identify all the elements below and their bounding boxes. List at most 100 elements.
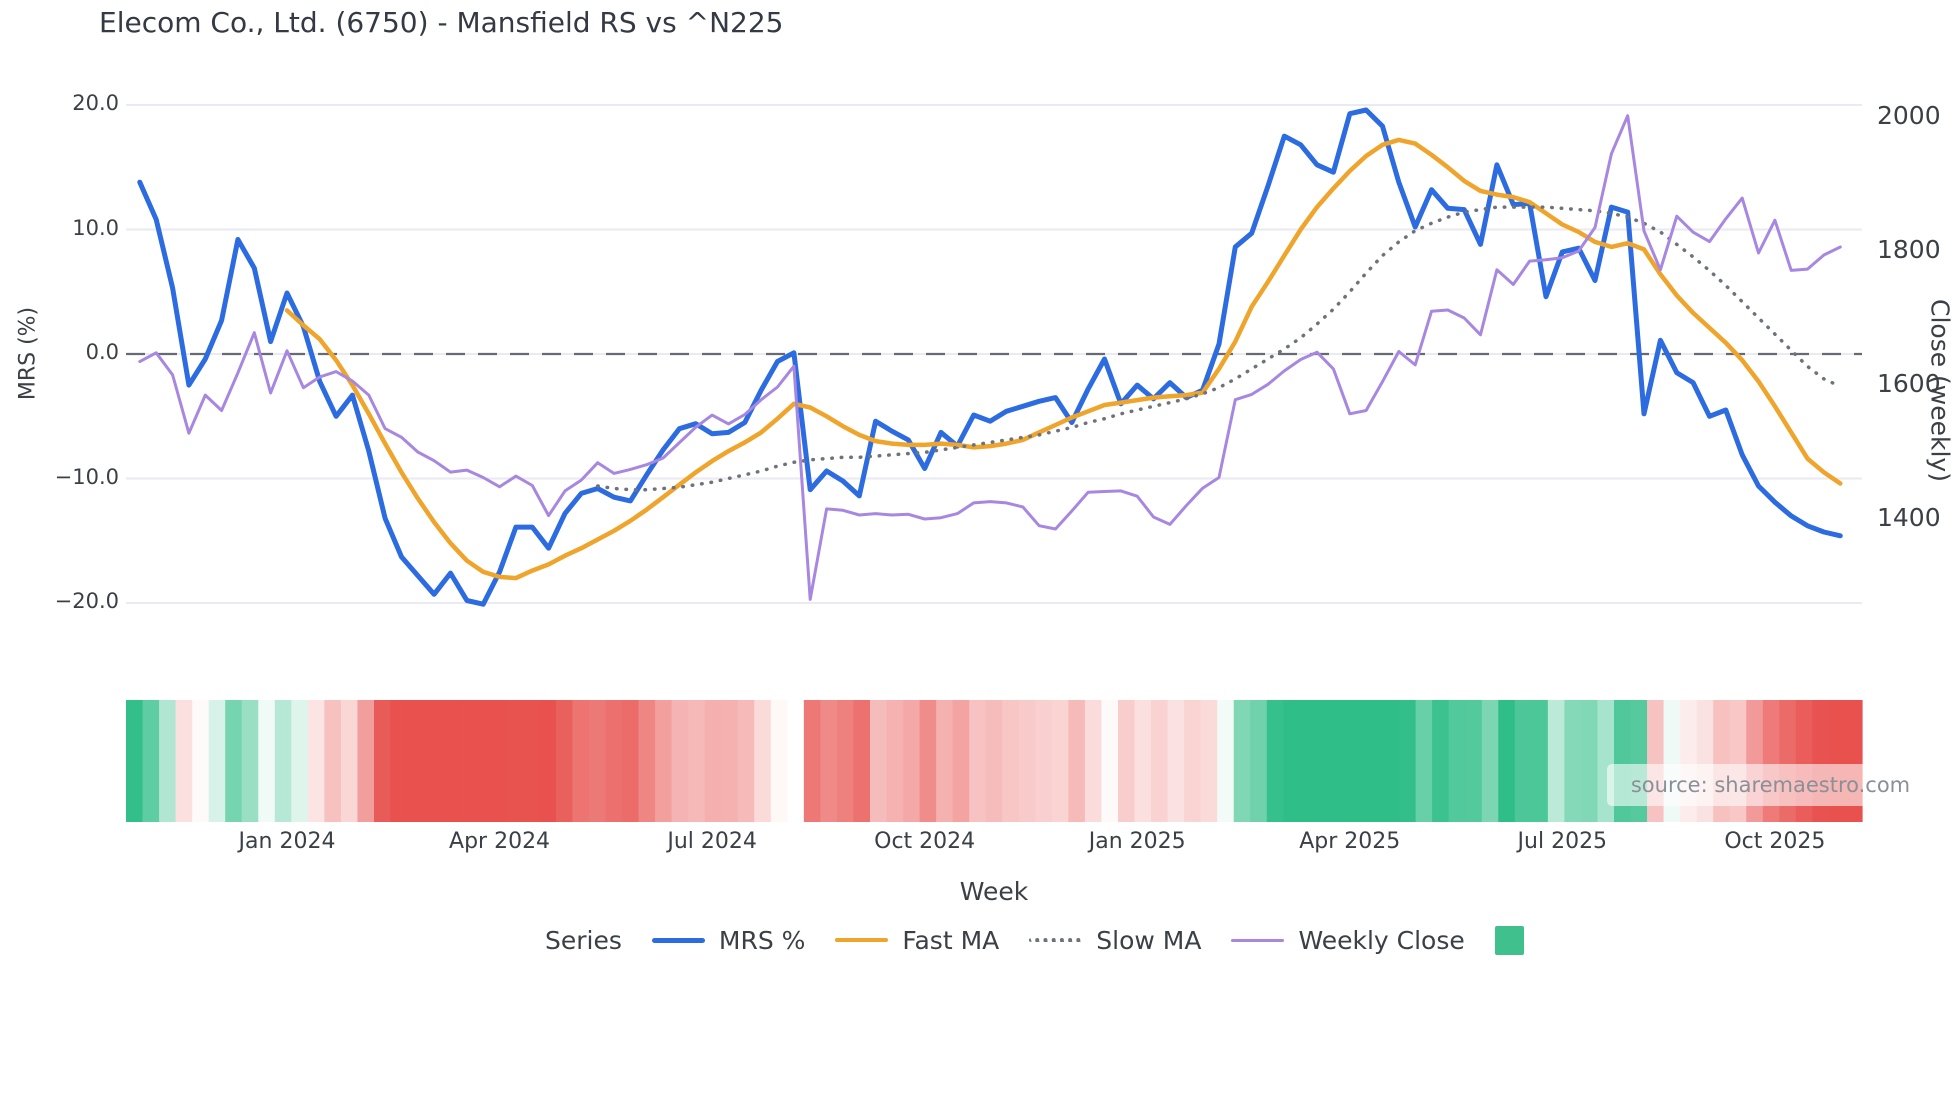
heatmap-cell: [324, 700, 342, 822]
legend-line-swatch-icon: [651, 937, 705, 943]
heatmap-cell: [126, 700, 144, 822]
heatmap-cell: [225, 700, 243, 822]
heatmap-cell: [340, 700, 359, 822]
heatmap-cell: [1184, 700, 1202, 822]
legend-line-swatch-icon: [835, 938, 889, 942]
heatmap-cell: [506, 700, 524, 822]
series-line-mrs-: [137, 107, 1843, 607]
heatmap-cell: [1151, 700, 1169, 822]
heatmap-cell: [1332, 700, 1351, 822]
heatmap-cell: [142, 700, 160, 822]
chart-title: Elecom Co., Ltd. (6750) - Mansfield RS v…: [99, 6, 784, 39]
legend-item-heatmap[interactable]: [1494, 925, 1524, 955]
x-axis-tick: Jan 2025: [1088, 829, 1186, 854]
heatmap-cell: [357, 700, 375, 822]
heatmap-cell: [555, 700, 573, 822]
heatmap-cell: [1200, 700, 1218, 822]
left-axis-tick: 20.0: [72, 91, 119, 115]
heatmap-cell: [208, 700, 226, 822]
heatmap-cell: [192, 700, 210, 822]
heatmap-cell: [919, 700, 937, 822]
heatmap-cell: [274, 700, 292, 822]
series-line-weekly-close: [138, 114, 1842, 601]
heatmap-cell: [1564, 700, 1582, 822]
heatmap-cell: [622, 700, 640, 822]
heatmap-cell: [1250, 700, 1268, 822]
legend-item-label: MRS %: [718, 925, 806, 955]
legend-heatmap-swatch-icon: [1494, 925, 1524, 955]
x-axis-tick: Apr 2024: [449, 829, 551, 854]
heatmap-cell: [440, 700, 458, 822]
heatmap-cell: [1283, 700, 1301, 822]
heatmap-cell: [936, 700, 954, 822]
heatmap-cell: [588, 700, 607, 822]
heatmap-cell: [688, 700, 706, 822]
heatmap-cell: [1415, 700, 1433, 822]
heatmap-cell: [1448, 700, 1466, 822]
legend: Series MRS % Fast MA Slow MA Weekly Close: [545, 918, 1524, 962]
legend-item-mrs-[interactable]: MRS %: [651, 925, 806, 955]
legend-items: MRS % Fast MA Slow MA Weekly Close: [651, 925, 1524, 955]
source-watermark-text: source: sharemaestro.com: [1630, 773, 1911, 797]
heatmap-cell: [1084, 700, 1103, 822]
heatmap-strip: [126, 700, 1863, 822]
heatmap-cell: [423, 700, 441, 822]
heatmap-cell: [1399, 700, 1417, 822]
legend-item-fast-ma[interactable]: Fast MA: [835, 926, 999, 955]
x-axis-tick: Oct 2025: [1724, 829, 1826, 854]
heatmap-cell: [522, 700, 540, 822]
heatmap-cell: [1051, 700, 1069, 822]
legend-title: Series: [545, 925, 622, 955]
legend-item-label: Weekly Close: [1298, 925, 1465, 955]
heatmap-cell: [1299, 700, 1317, 822]
heatmap-cell: [820, 700, 838, 822]
left-axis-tick: 0.0: [85, 340, 119, 364]
heatmap-cell: [638, 700, 656, 822]
heatmap-cell: [1068, 700, 1086, 822]
left-axis-tick: −20.0: [54, 589, 119, 613]
heatmap-cell: [241, 700, 259, 822]
x-axis-tick: Jan 2024: [238, 829, 336, 854]
right-axis-tick: 2000: [1877, 101, 1941, 130]
heatmap-cell: [1349, 700, 1367, 822]
heatmap-cell: [175, 700, 193, 822]
x-axis-tick: Oct 2024: [874, 829, 976, 854]
heatmap-cell: [456, 700, 474, 822]
heatmap-cell: [952, 700, 970, 822]
heatmap-cell: [737, 700, 755, 822]
x-axis-tick: Apr 2025: [1299, 829, 1401, 854]
heatmap-cell: [1366, 700, 1384, 822]
left-axis-tick: 10.0: [72, 215, 119, 240]
heatmap-cell: [572, 700, 590, 822]
left-axis-tick: −10.0: [54, 464, 119, 489]
heatmap-cell: [374, 700, 392, 822]
heatmap-cell: [1002, 700, 1020, 822]
heatmap-cell: [985, 700, 1003, 822]
heatmap-cell: [1514, 700, 1532, 822]
heatmap-cell: [159, 700, 177, 822]
heatmap-cell: [390, 700, 408, 822]
series-lines: [137, 107, 1843, 607]
heatmap-cell: [704, 700, 722, 822]
heatmap-cell: [787, 700, 805, 822]
heatmap-cell: [1547, 700, 1565, 822]
legend-item-label: Slow MA: [1096, 925, 1202, 955]
heatmap-cell: [1035, 700, 1053, 822]
right-axis-tick: 1400: [1877, 503, 1941, 532]
heatmap-cell: [605, 700, 623, 822]
heatmap-cell: [754, 700, 772, 822]
heatmap-cell: [473, 700, 491, 822]
heatmap-cell: [1233, 700, 1251, 822]
series-line-slow-ma: [595, 205, 1843, 492]
heatmap-cell: [1217, 700, 1235, 822]
heatmap-cell: [1580, 700, 1599, 822]
right-axis-tick: 1600: [1877, 369, 1941, 398]
heatmap-cell: [1134, 700, 1152, 822]
legend-item-slow-ma[interactable]: Slow MA: [1029, 926, 1201, 955]
legend-item-weekly-close[interactable]: Weekly Close: [1231, 925, 1465, 955]
heatmap-cell: [770, 700, 788, 822]
heatmap-cell: [1465, 700, 1483, 822]
heatmap-cell: [969, 700, 987, 822]
legend-item-label: Fast MA: [902, 925, 1000, 955]
heatmap-cell: [655, 700, 673, 822]
